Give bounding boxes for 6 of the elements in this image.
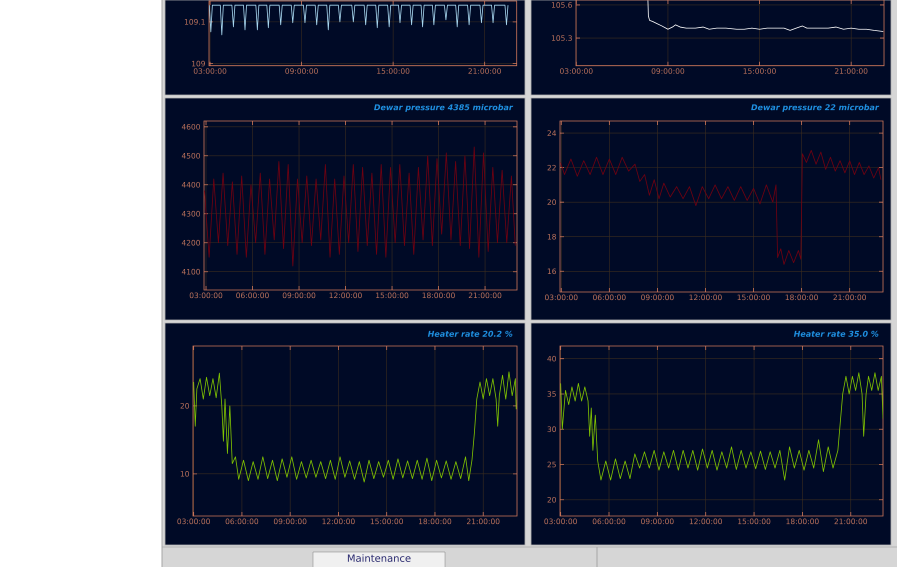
line-series: [560, 372, 884, 480]
line-series: [204, 146, 516, 266]
line-series: [560, 150, 882, 265]
text: Maintenance: [348, 554, 411, 562]
line-series: [209, 4, 508, 36]
line-series: [193, 371, 517, 482]
